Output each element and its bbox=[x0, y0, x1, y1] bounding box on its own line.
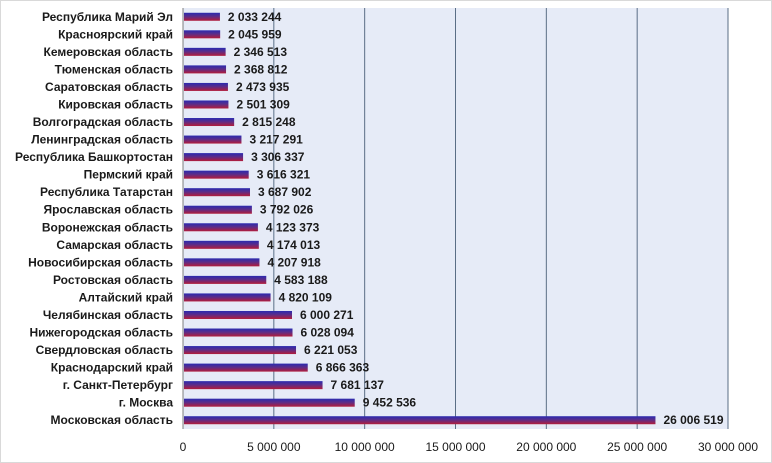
category-label: Самарская область bbox=[56, 238, 173, 252]
bar bbox=[184, 118, 235, 127]
x-tick-label: 10 000 000 bbox=[335, 440, 395, 454]
category-label: Краснодарский край bbox=[51, 361, 173, 375]
bar bbox=[184, 100, 229, 109]
value-label: 2 501 309 bbox=[236, 97, 290, 111]
value-label: 2 473 935 bbox=[236, 80, 290, 94]
value-label: 6 028 094 bbox=[301, 326, 355, 340]
category-label: Республика Татарстан bbox=[40, 185, 173, 199]
value-label: 2 346 513 bbox=[234, 45, 288, 59]
category-label: Ростовская область bbox=[53, 273, 173, 287]
bar bbox=[184, 310, 293, 319]
bar bbox=[184, 170, 249, 179]
category-label: Алтайский край bbox=[79, 290, 173, 304]
bar bbox=[184, 258, 260, 267]
bar bbox=[184, 82, 228, 91]
value-label: 3 616 321 bbox=[257, 168, 311, 182]
category-labels: Республика Марий Эл Красноярский край Кеме… bbox=[15, 10, 173, 427]
category-label: Тюменская область bbox=[55, 62, 173, 76]
bar bbox=[184, 12, 220, 21]
bar bbox=[184, 223, 258, 232]
value-label: 7 681 137 bbox=[331, 378, 385, 392]
category-label: Саратовская область bbox=[45, 80, 173, 94]
value-label: 9 452 536 bbox=[363, 396, 417, 410]
value-label: 2 033 244 bbox=[228, 10, 282, 24]
bar bbox=[184, 293, 271, 302]
value-labels: 2 033 244 2 045 959 2 346 513 2 368 812 2 47… bbox=[228, 10, 724, 427]
gridlines bbox=[182, 8, 729, 429]
x-tick-label: 20 000 000 bbox=[516, 440, 576, 454]
bar bbox=[184, 346, 297, 355]
value-label: 6 221 053 bbox=[304, 343, 358, 357]
category-label: Кемеровская область bbox=[44, 45, 174, 59]
category-label: Челябинская область bbox=[43, 308, 173, 322]
category-label: Свердловская область bbox=[36, 343, 173, 357]
bar bbox=[184, 135, 242, 144]
value-label: 3 306 337 bbox=[251, 150, 305, 164]
category-label: Ленинградская область bbox=[31, 133, 173, 147]
bar bbox=[184, 153, 244, 162]
x-tick-label: 15 000 000 bbox=[425, 440, 485, 454]
bar bbox=[184, 205, 252, 214]
bar bbox=[184, 65, 227, 74]
x-tick-label: 30 000 000 bbox=[698, 440, 758, 454]
value-label: 4 820 109 bbox=[279, 290, 333, 304]
bar bbox=[184, 328, 293, 337]
value-label: 2 368 812 bbox=[234, 62, 288, 76]
category-label: Красноярский край bbox=[58, 27, 173, 41]
category-label: Кировская область bbox=[58, 97, 173, 111]
category-label: Республика Марий Эл bbox=[42, 10, 173, 24]
category-label: Ярославская область bbox=[43, 203, 173, 217]
value-label: 3 217 291 bbox=[249, 133, 303, 147]
value-label: 4 207 918 bbox=[267, 255, 321, 269]
category-label: Пермский край bbox=[84, 168, 173, 182]
category-label: Воронежская область bbox=[42, 220, 173, 234]
category-label: Волгоградская область bbox=[33, 115, 173, 129]
category-label: г. Москва bbox=[119, 396, 174, 410]
bar bbox=[184, 30, 221, 39]
bar bbox=[184, 381, 323, 390]
value-label: 6 000 271 bbox=[300, 308, 354, 322]
bar bbox=[184, 275, 267, 284]
bar bbox=[184, 398, 355, 407]
value-label: 2 815 248 bbox=[242, 115, 296, 129]
bar bbox=[184, 240, 259, 249]
value-label: 2 045 959 bbox=[228, 27, 282, 41]
bar bbox=[184, 363, 308, 372]
value-label: 26 006 519 bbox=[663, 413, 723, 427]
category-label: г. Санкт-Петербург bbox=[63, 378, 173, 392]
bar bbox=[184, 188, 250, 197]
bar bbox=[184, 47, 226, 56]
category-label: Новосибирская область bbox=[28, 255, 173, 269]
value-label: 3 687 902 bbox=[258, 185, 312, 199]
value-label: 4 123 373 bbox=[266, 220, 320, 234]
value-label: 4 583 188 bbox=[274, 273, 328, 287]
x-tick-label: 25 000 000 bbox=[607, 440, 667, 454]
value-label: 4 174 013 bbox=[267, 238, 321, 252]
category-label: Республика Башкортостан bbox=[15, 150, 173, 164]
x-tick-label: 0 bbox=[180, 440, 187, 454]
bars bbox=[184, 12, 656, 425]
x-tick-label: 5 000 000 bbox=[247, 440, 301, 454]
value-label: 6 866 363 bbox=[316, 361, 370, 375]
category-label: Нижегородская область bbox=[29, 326, 173, 340]
x-axis-ticks: 0 5 000 000 10 000 000 15 000 000 20 000 000… bbox=[180, 440, 759, 454]
bar bbox=[184, 416, 656, 425]
category-label: Московская область bbox=[51, 413, 173, 427]
value-label: 3 792 026 bbox=[260, 203, 314, 217]
